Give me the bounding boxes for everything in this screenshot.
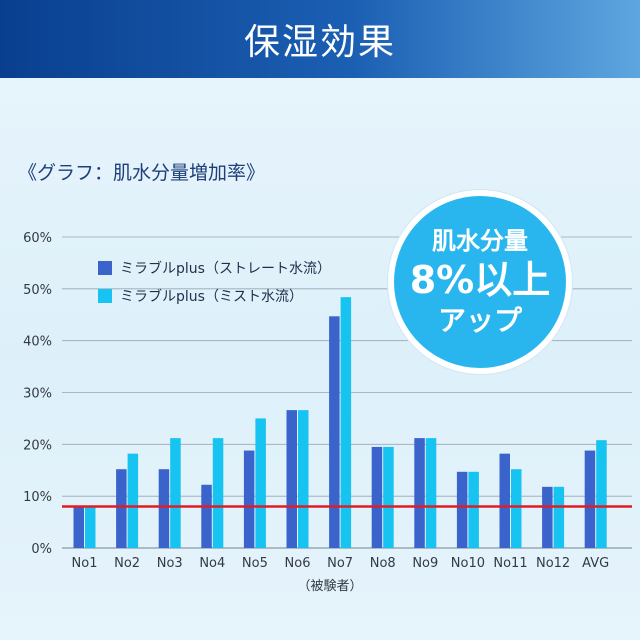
x-tick-label: No3 xyxy=(157,556,183,571)
legend-swatch-mist xyxy=(98,289,112,303)
bar-straight-no11 xyxy=(499,453,510,548)
bar-mist-no1 xyxy=(85,507,96,548)
bar-mist-no9 xyxy=(425,438,437,548)
bar-straight-no10 xyxy=(456,471,468,548)
chart-subtitle: 《グラフ：肌水分量増加率》 xyxy=(18,162,266,184)
badge-line-2: 8%以上 xyxy=(409,258,551,302)
bar-mist-no10 xyxy=(468,471,479,548)
y-tick-label: 10% xyxy=(23,490,52,505)
bar-mist-no4 xyxy=(212,438,224,548)
y-tick-label: 0% xyxy=(31,542,52,557)
badge-line-3: アップ xyxy=(437,304,522,337)
legend-swatch-straight xyxy=(98,261,112,275)
bar-mist-no7 xyxy=(340,297,352,548)
bar-straight-no5 xyxy=(243,450,255,548)
chart-legend: ミラブルplus（ストレート水流） ミラブルplus（ミスト水流） xyxy=(98,254,331,310)
y-tick-label: 30% xyxy=(23,387,52,402)
y-tick-label: 60% xyxy=(23,231,52,246)
bar-straight-no4 xyxy=(201,484,212,548)
bar-straight-no6 xyxy=(286,410,297,548)
highlight-badge: 肌水分量 8%以上 アップ xyxy=(388,190,572,374)
badge-line-1: 肌水分量 xyxy=(432,227,528,255)
bar-mist-no3 xyxy=(170,438,181,548)
header-banner: 保湿効果 xyxy=(0,0,640,78)
bar-mist-no5 xyxy=(255,418,266,548)
x-tick-label: No2 xyxy=(114,556,140,571)
bar-mist-no8 xyxy=(383,446,394,548)
bar-straight-no9 xyxy=(414,438,425,548)
bar-straight-no1 xyxy=(73,507,84,548)
x-tick-label: No1 xyxy=(72,556,98,571)
bar-mist-no11 xyxy=(511,469,522,548)
x-tick-label: No11 xyxy=(493,556,527,571)
bar-mist-no12 xyxy=(553,486,565,548)
y-tick-label: 50% xyxy=(23,283,52,298)
x-tick-label: No7 xyxy=(327,556,353,571)
x-tick-label: AVG xyxy=(582,556,609,571)
x-tick-label: No6 xyxy=(285,556,311,571)
x-tick-label: No12 xyxy=(536,556,570,571)
x-tick-label: No10 xyxy=(451,556,485,571)
bar-straight-no12 xyxy=(542,486,553,548)
y-tick-label: 20% xyxy=(23,438,52,453)
legend-item-straight: ミラブルplus（ストレート水流） xyxy=(98,254,331,282)
x-tick-label: No4 xyxy=(199,556,225,571)
bar-straight-no8 xyxy=(371,446,383,548)
bar-straight-no3 xyxy=(158,469,170,548)
bar-mist-avg xyxy=(596,440,607,548)
x-tick-label: No8 xyxy=(370,556,396,571)
legend-item-mist: ミラブルplus（ミスト水流） xyxy=(98,282,331,310)
x-tick-label: No9 xyxy=(412,556,438,571)
x-axis-label: （被験者） xyxy=(297,579,362,594)
bar-straight-avg xyxy=(584,450,596,548)
page-title: 保湿効果 xyxy=(243,22,396,63)
x-tick-label: No5 xyxy=(242,556,268,571)
y-tick-label: 40% xyxy=(23,335,52,350)
legend-label-straight: ミラブルplus（ストレート水流） xyxy=(120,261,331,277)
bar-straight-no2 xyxy=(116,469,127,548)
legend-label-mist: ミラブルplus（ミスト水流） xyxy=(120,289,303,305)
bar-straight-no7 xyxy=(329,316,340,548)
bar-mist-no2 xyxy=(127,453,139,548)
bar-mist-no6 xyxy=(298,410,309,548)
